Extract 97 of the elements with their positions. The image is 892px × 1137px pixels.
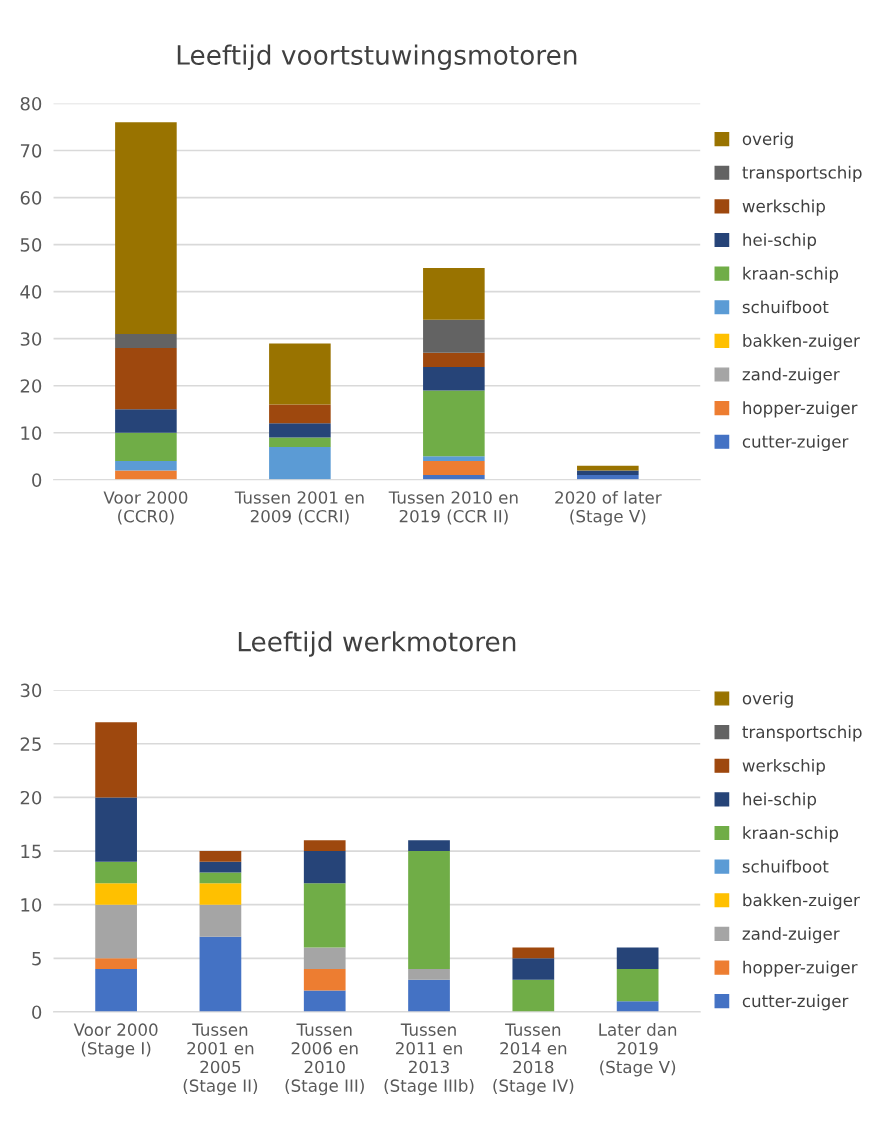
y-tick-label: 60 bbox=[20, 191, 42, 205]
legend-label: werkschip bbox=[742, 199, 825, 216]
bar bbox=[199, 883, 242, 905]
legend-label: hopper-zuiger bbox=[743, 401, 858, 418]
bar bbox=[423, 268, 485, 320]
legend-label: cutter-zuiger bbox=[742, 994, 849, 1011]
bar bbox=[408, 969, 450, 980]
legend-label: zand-zuiger bbox=[742, 367, 840, 384]
bar bbox=[95, 861, 137, 884]
bar bbox=[199, 872, 242, 884]
bar bbox=[95, 797, 137, 862]
chart-title: Leeftijd voortstuwingsmotoren bbox=[177, 44, 577, 71]
bar bbox=[95, 883, 137, 905]
x-tick-label: Tussen 2006 en 2010 (Stage III) bbox=[285, 1023, 364, 1096]
y-tick-label: 50 bbox=[20, 238, 42, 252]
bar bbox=[199, 861, 242, 873]
y-tick-label: 20 bbox=[20, 379, 42, 393]
bar bbox=[423, 456, 485, 461]
legend-label: transportschip bbox=[742, 165, 862, 182]
bar bbox=[269, 437, 331, 447]
bar bbox=[616, 947, 659, 970]
legend-label: kraan-schip bbox=[743, 826, 839, 843]
bar bbox=[512, 947, 555, 959]
legend-label: zand-zuiger bbox=[742, 927, 840, 944]
x-tick-label: Tussen 2010 en 2019 (CCR II) bbox=[388, 491, 518, 525]
bar bbox=[95, 969, 137, 1012]
legend-label: cutter-zuiger bbox=[742, 434, 849, 452]
bar bbox=[423, 390, 485, 457]
bar bbox=[303, 840, 346, 852]
chart-title: Leeftijd werkmotoren bbox=[238, 631, 516, 657]
bar bbox=[269, 404, 331, 424]
bar bbox=[95, 722, 137, 798]
bar bbox=[512, 958, 555, 980]
bar bbox=[199, 851, 242, 862]
x-tick-label: Voor 2000 (Stage I) bbox=[73, 1023, 158, 1058]
bar bbox=[616, 1001, 659, 1012]
y-tick-label: 5 bbox=[32, 952, 41, 966]
x-tick-label: Tussen 2011 en 2013 (Stage IIIb) bbox=[384, 1023, 474, 1096]
y-tick-label: 40 bbox=[20, 285, 42, 299]
legend-label: schuifboot bbox=[742, 300, 829, 314]
y-tick-label: 80 bbox=[20, 96, 42, 111]
bar bbox=[423, 461, 485, 476]
legend-label: overig bbox=[742, 132, 793, 149]
y-tick-label: 25 bbox=[20, 737, 41, 751]
y-tick-label: 15 bbox=[21, 844, 41, 859]
bar bbox=[423, 366, 485, 391]
y-tick-label: 0 bbox=[32, 1005, 42, 1020]
bar bbox=[115, 122, 177, 334]
legend-label: bakken-zuiger bbox=[743, 334, 860, 351]
bar bbox=[512, 979, 555, 1012]
bar bbox=[423, 319, 485, 353]
legend-label: overig bbox=[742, 691, 793, 708]
bar bbox=[115, 348, 177, 410]
x-tick-label: Tussen 2014 en 2018 (Stage IV) bbox=[493, 1023, 574, 1096]
bar bbox=[269, 446, 331, 480]
bar bbox=[115, 470, 177, 480]
bar bbox=[115, 333, 177, 349]
bar bbox=[616, 969, 659, 1002]
legend-label: werkschip bbox=[742, 758, 825, 776]
y-tick-label: 30 bbox=[20, 683, 42, 698]
x-tick-label: Tussen 2001 en 2005 (Stage II) bbox=[183, 1023, 258, 1096]
bar bbox=[95, 958, 137, 970]
bar bbox=[115, 461, 177, 471]
bar bbox=[269, 343, 331, 405]
bar bbox=[199, 904, 242, 937]
x-tick-label: 2020 of later (Stage V) bbox=[555, 490, 662, 526]
x-tick-label: Voor 2000 (CCR0) bbox=[103, 491, 188, 525]
x-tick-label: Later dan 2019 (Stage V) bbox=[599, 1023, 677, 1077]
legend-label: hei-schip bbox=[743, 792, 817, 809]
legend-label: transportschip bbox=[742, 725, 862, 742]
legend-label: schuifboot bbox=[742, 859, 829, 873]
bar bbox=[303, 883, 346, 948]
legend-label: hopper-zuiger bbox=[743, 960, 858, 977]
bar bbox=[199, 936, 242, 1012]
y-tick-label: 20 bbox=[20, 790, 42, 805]
bar bbox=[577, 470, 639, 476]
y-tick-label: 70 bbox=[20, 143, 42, 158]
bar bbox=[408, 840, 450, 852]
legend-label: hei-schip bbox=[743, 233, 817, 250]
bar bbox=[95, 904, 137, 959]
bar bbox=[269, 423, 331, 438]
y-tick-label: 10 bbox=[21, 898, 42, 912]
bar bbox=[115, 432, 177, 461]
bar bbox=[408, 851, 450, 970]
y-tick-label: 10 bbox=[21, 426, 42, 440]
y-tick-label: 0 bbox=[32, 473, 42, 487]
bar bbox=[303, 990, 346, 1012]
x-tick-label: Tussen 2001 en 2009 (CCRI) bbox=[234, 491, 364, 525]
bar bbox=[423, 352, 485, 367]
bar bbox=[303, 851, 346, 884]
legend-label: bakken-zuiger bbox=[743, 893, 860, 910]
bar bbox=[303, 947, 346, 970]
bar bbox=[408, 979, 450, 1012]
bar bbox=[115, 409, 177, 433]
legend-label: kraan-schip bbox=[743, 266, 839, 283]
y-tick-label: 30 bbox=[20, 332, 42, 346]
bar bbox=[303, 969, 346, 991]
